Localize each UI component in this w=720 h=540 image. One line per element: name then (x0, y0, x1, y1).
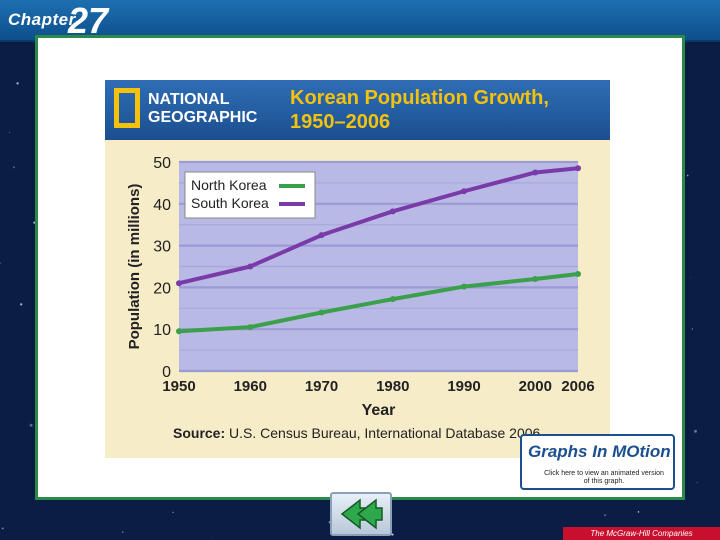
data-point (318, 232, 325, 239)
star (9, 132, 11, 133)
x-tick-label: 2006 (561, 378, 594, 395)
star (20, 303, 23, 306)
x-tick-label: 1980 (376, 378, 409, 395)
star (696, 481, 698, 484)
star (12, 166, 15, 169)
line-chart: 0 10 20 30 40 50 1950 1960 1970 1980 1990 2000 2006 P… (126, 155, 595, 441)
brand-line-1: NATIONAL (148, 91, 230, 108)
y-tick-label: 50 (153, 155, 171, 172)
data-point (247, 263, 254, 270)
x-axis-label: Year (362, 402, 396, 419)
legend-box (184, 171, 316, 219)
y-tick-label: 10 (153, 322, 171, 339)
star (1, 527, 4, 530)
chart-area: 0 10 20 30 40 50 1950 1960 1970 1980 1990 2000 2006 P… (105, 140, 610, 458)
y-axis-label: Population (in millions) (126, 184, 143, 350)
star (391, 533, 394, 536)
data-point (318, 309, 325, 316)
star (29, 423, 33, 427)
data-point (176, 328, 182, 335)
y-tick-label: 0 (162, 364, 171, 381)
star (686, 174, 689, 177)
star (691, 328, 694, 330)
publisher-footer: The McGraw-Hill Companies (563, 527, 720, 540)
star (121, 531, 124, 534)
legend-label: North Korea (191, 177, 267, 193)
data-point (389, 208, 396, 215)
national-geographic-logo-icon (114, 88, 140, 128)
source-text: U.S. Census Bureau, International Databa… (229, 425, 544, 441)
x-tick-label: 1990 (447, 378, 480, 395)
star (0, 262, 1, 264)
national-geographic-wordmark: NATIONAL GEOGRAPHIC (148, 91, 257, 127)
back-button[interactable] (330, 492, 392, 536)
data-point (461, 188, 467, 195)
brand-line-2: GEOGRAPHIC (148, 109, 258, 126)
chart-title-line-2: 1950–2006 (290, 111, 391, 133)
star (637, 511, 640, 513)
data-point (575, 165, 581, 172)
star (16, 82, 19, 85)
y-tick-label: 20 (153, 280, 171, 297)
data-point (461, 283, 467, 290)
star (33, 221, 36, 224)
graphs-in-motion-button[interactable]: Graphs In MOtion Click here to view an a… (520, 434, 675, 490)
star (690, 277, 692, 279)
star (191, 516, 193, 517)
x-tick-label: 1970 (305, 378, 338, 395)
data-point (247, 324, 254, 331)
legend-label: South Korea (191, 195, 269, 211)
y-tick-label: 30 (153, 239, 171, 256)
star (211, 538, 213, 540)
chart-title-line-1: Korean Population Growth, (290, 87, 549, 109)
source-note: Source: U.S. Census Bureau, Internationa… (173, 425, 544, 441)
chart-header (105, 80, 610, 140)
x-tick-label: 1960 (234, 378, 267, 395)
star (604, 514, 606, 516)
chapter-label: Chapter (8, 10, 76, 29)
graphs-in-motion-title: Graphs In MOtion (528, 442, 671, 461)
chapter-number: 27 (68, 0, 109, 41)
back-arrow-icon (340, 498, 383, 530)
x-tick-label: 2000 (519, 378, 552, 395)
y-tick-label: 40 (153, 197, 171, 214)
data-point (389, 296, 396, 303)
star (694, 429, 697, 433)
graphs-in-motion-caption: Click here to view an animated version o… (544, 470, 664, 485)
data-point (532, 276, 539, 283)
data-point (532, 169, 539, 176)
x-tick-label: 1950 (162, 378, 195, 395)
star (172, 511, 174, 513)
source-label: Source: (173, 425, 229, 441)
data-point (176, 280, 182, 287)
chart-title: Korean Population Growth, 1950–2006 (290, 86, 590, 134)
data-point (575, 271, 581, 278)
